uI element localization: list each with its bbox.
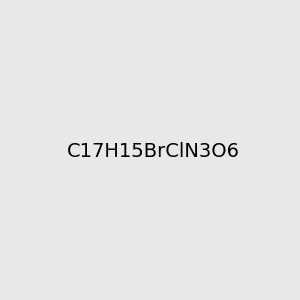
Text: C17H15BrClN3O6: C17H15BrClN3O6 — [67, 142, 240, 161]
